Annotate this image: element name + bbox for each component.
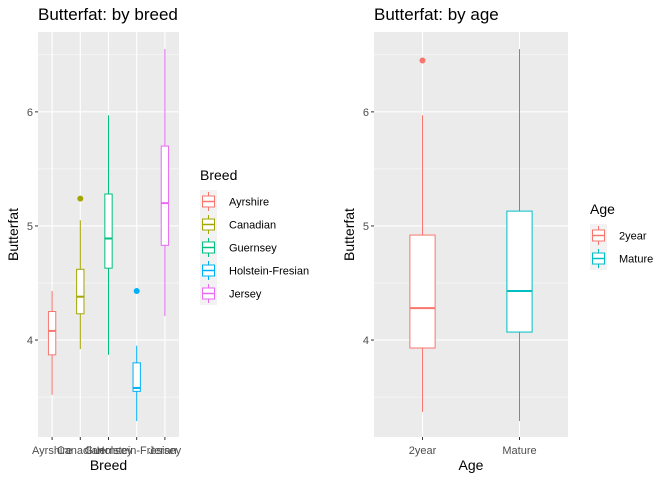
plot-background — [374, 32, 568, 437]
legend-label: Mature — [619, 254, 653, 266]
legend-label: Guernsey — [229, 243, 277, 255]
x-tick-label: Mature — [502, 445, 536, 457]
legend-item: Ayrshire — [200, 190, 269, 213]
box-iqr — [47, 311, 57, 356]
x-tick-label: Ayrshire — [32, 445, 72, 457]
outlier-point — [77, 195, 84, 202]
y-tick-label: 5 — [27, 221, 33, 233]
box-holstein-fresian — [132, 287, 141, 422]
x-tick-label: 2year — [409, 445, 437, 457]
box-ayrshire — [47, 290, 57, 395]
legend-item: Canadian — [200, 213, 276, 236]
outlier-point — [133, 287, 140, 294]
chart-title: Butterfat: by breed — [38, 5, 178, 24]
x-tick-label: Jersey — [149, 445, 182, 457]
legend-title: Age — [590, 201, 615, 217]
box-iqr — [76, 268, 85, 315]
legend-label: Jersey — [229, 289, 262, 301]
legend: Age 2year Mature — [590, 201, 653, 270]
chart-panel-1: 456AyrshireCanadianGuernseyHolstein-Fres… — [5, 5, 309, 473]
legend-item: Holstein-Fresian — [200, 259, 309, 282]
box-iqr — [506, 210, 533, 333]
y-tick-label: 5 — [363, 221, 369, 233]
y-tick-label: 6 — [27, 107, 33, 119]
legend-title: Breed — [200, 167, 237, 183]
x-tick-label: Canadian — [57, 445, 104, 457]
box-iqr — [132, 362, 141, 392]
legend-item: Jersey — [200, 282, 262, 305]
chart-panel-2: 4 5 6 2year Mature Butterfat: by age Age Butter… — [341, 5, 653, 473]
legend-label: 2year — [619, 231, 647, 243]
outlier-point — [419, 57, 426, 64]
legend-label: Ayrshire — [229, 197, 269, 209]
y-tick-label: 6 — [363, 107, 369, 119]
legend-label: Holstein-Fresian — [229, 266, 309, 278]
y-tick-label: 4 — [363, 335, 369, 347]
legend: Breed Ayrshire Canadian Guernsey Holstein-Fr… — [200, 167, 309, 305]
legend-label: Canadian — [229, 220, 276, 232]
x-axis-title: Age — [459, 457, 484, 473]
x-tick-label: Holstein-Fresian — [97, 445, 177, 457]
x-axis-title: Breed — [90, 457, 127, 473]
x-tick-label: Guernsey — [85, 445, 133, 457]
box-mature — [506, 49, 533, 422]
box-iqr — [104, 193, 113, 269]
y-axis-title: Butterfat — [341, 208, 357, 261]
legend-item: 2year — [590, 224, 647, 247]
legend-item: Guernsey — [200, 236, 277, 259]
chart-title: Butterfat: by age — [374, 5, 499, 24]
box-jersey — [160, 49, 170, 317]
box-iqr — [409, 234, 436, 349]
box-iqr — [160, 145, 170, 246]
box-guernsey — [104, 115, 113, 355]
box-2year — [409, 57, 436, 412]
box-canadian — [76, 195, 85, 350]
y-axis-title: Butterfat — [5, 208, 21, 261]
y-tick-label: 4 — [27, 335, 33, 347]
legend-item: Mature — [590, 247, 653, 270]
